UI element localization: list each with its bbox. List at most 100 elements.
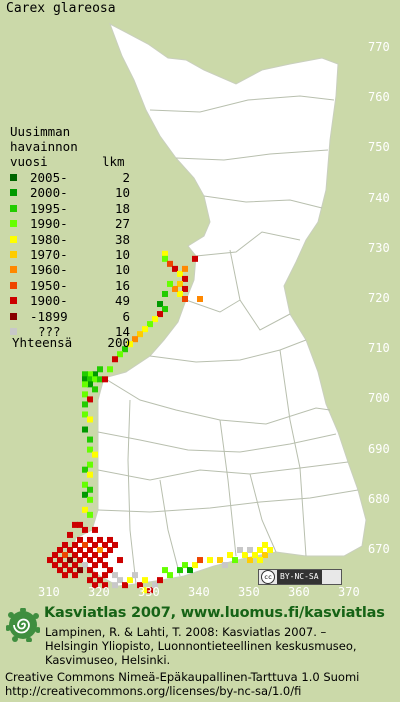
occurrence-square (217, 557, 223, 564)
occurrence-square (77, 521, 83, 528)
legend-period: ??? (38, 324, 61, 339)
occurrence-square (192, 255, 198, 262)
legend-swatch (10, 312, 17, 320)
occurrence-square (167, 280, 173, 287)
occurrence-square (82, 481, 88, 488)
occurrence-square (267, 547, 273, 553)
y-axis-label: 740 (368, 190, 390, 205)
occurrence-square (142, 326, 148, 333)
citation-line-3: Kasvimuseo, Helsinki. (45, 653, 171, 667)
legend-period: 2005- (30, 170, 68, 185)
occurrence-square (197, 557, 203, 564)
occurrence-square (82, 381, 88, 388)
occurrence-square (112, 356, 118, 363)
occurrence-square (82, 506, 88, 513)
legend-row: 1990- 27 (10, 216, 130, 231)
legend-count: 14 (114, 324, 130, 339)
cc-license-badge[interactable]: cc BY-NC-SA (258, 569, 342, 585)
legend-swatch (10, 189, 17, 197)
cc-badge-text: BY-NC-SA (277, 570, 322, 584)
y-axis-label: 680 (368, 491, 390, 506)
occurrence-square (192, 562, 198, 569)
occurrence-square (162, 567, 168, 574)
legend-period: 1990- (30, 216, 68, 232)
occurrence-square (97, 557, 103, 564)
occurrence-square (97, 376, 103, 383)
occurrence-square (87, 486, 93, 493)
y-axis-label: 750 (368, 140, 390, 155)
occurrence-square (97, 366, 103, 373)
legend-period: 1970- (30, 247, 68, 262)
x-axis-label: 320 (88, 585, 110, 599)
occurrence-square (127, 577, 133, 584)
legend-row: 1995- 18 (10, 201, 130, 216)
legend-period: 1980- (30, 231, 68, 247)
legend-period: 1900- (30, 293, 68, 309)
occurrence-square (92, 386, 98, 393)
occurrence-square (82, 552, 88, 559)
legend-row: 1950- 16 (10, 278, 130, 293)
occurrence-square (117, 557, 123, 564)
legend-swatch (10, 266, 17, 274)
citation-line-2: Helsingin Yliopisto, Luonnontieteellinen… (45, 639, 357, 653)
occurrence-square (227, 552, 233, 559)
occurrence-square (112, 582, 118, 589)
region-borders (97, 95, 359, 585)
legend-period: 1995- (30, 200, 68, 216)
occurrence-square (262, 552, 268, 559)
occurrence-square (57, 557, 63, 564)
occurrence-square (112, 541, 118, 548)
occurrence-square (102, 541, 108, 548)
y-axis-label: 720 (368, 291, 390, 305)
occurrence-square (77, 557, 83, 564)
x-axis-label: 340 (188, 585, 210, 599)
legend-total-label: Yhteensä (12, 335, 73, 350)
occurrence-square (87, 416, 93, 423)
occurrence-square (102, 572, 108, 579)
occurrence-square (82, 371, 88, 378)
occurrence-square (92, 451, 98, 458)
license-line-1: Creative Commons Nimeä-Epäkaupallinen-Ta… (5, 670, 360, 684)
occurrence-square (162, 255, 168, 262)
occurrence-square (97, 536, 103, 543)
occurrence-square (87, 436, 93, 443)
occurrence-square (92, 541, 98, 548)
x-axis-label: 350 (238, 585, 260, 599)
occurrence-square (82, 526, 88, 533)
occurrence-square (247, 557, 253, 564)
license-link[interactable]: http://creativecommons.org/licenses/by-n… (5, 684, 302, 698)
legend-period: 2000- (30, 185, 68, 201)
brand-line[interactable]: Kasviatlas 2007, www.luomus.fi/kasviatla… (44, 605, 385, 621)
legend-swatch (10, 297, 17, 305)
legend-count-header: lkm (102, 154, 125, 169)
legend-count: 49 (114, 293, 130, 309)
occurrence-square (152, 316, 158, 323)
occurrence-square (87, 371, 93, 378)
occurrence-square (162, 306, 168, 313)
legend-swatch (10, 328, 17, 335)
occurrence-square (182, 275, 188, 282)
map-title: Carex glareosa (6, 1, 116, 16)
legend-count: 18 (114, 200, 130, 216)
occurrence-square (102, 552, 108, 559)
occurrence-square (82, 376, 88, 383)
occurrence-square (107, 567, 113, 574)
occurrence-square (67, 531, 73, 538)
occurrence-square (177, 290, 183, 297)
occurrence-square (247, 547, 253, 553)
occurrence-square (67, 547, 73, 553)
occurrence-square (92, 376, 98, 383)
occurrence-square (92, 572, 98, 579)
occurrence-square (207, 557, 213, 564)
occurrence-square (87, 471, 93, 478)
occurrence-square (127, 341, 133, 348)
occurrence-square (237, 547, 243, 553)
occurrence-square (177, 280, 183, 287)
occurrence-square (92, 371, 98, 378)
legend-row: 1960- 10 (10, 262, 130, 277)
occurrence-square (77, 536, 83, 543)
occurrence-square (87, 536, 93, 543)
x-axis-label: 310 (38, 585, 60, 599)
occurrence-square (102, 582, 108, 589)
occurrence-square (82, 401, 88, 408)
